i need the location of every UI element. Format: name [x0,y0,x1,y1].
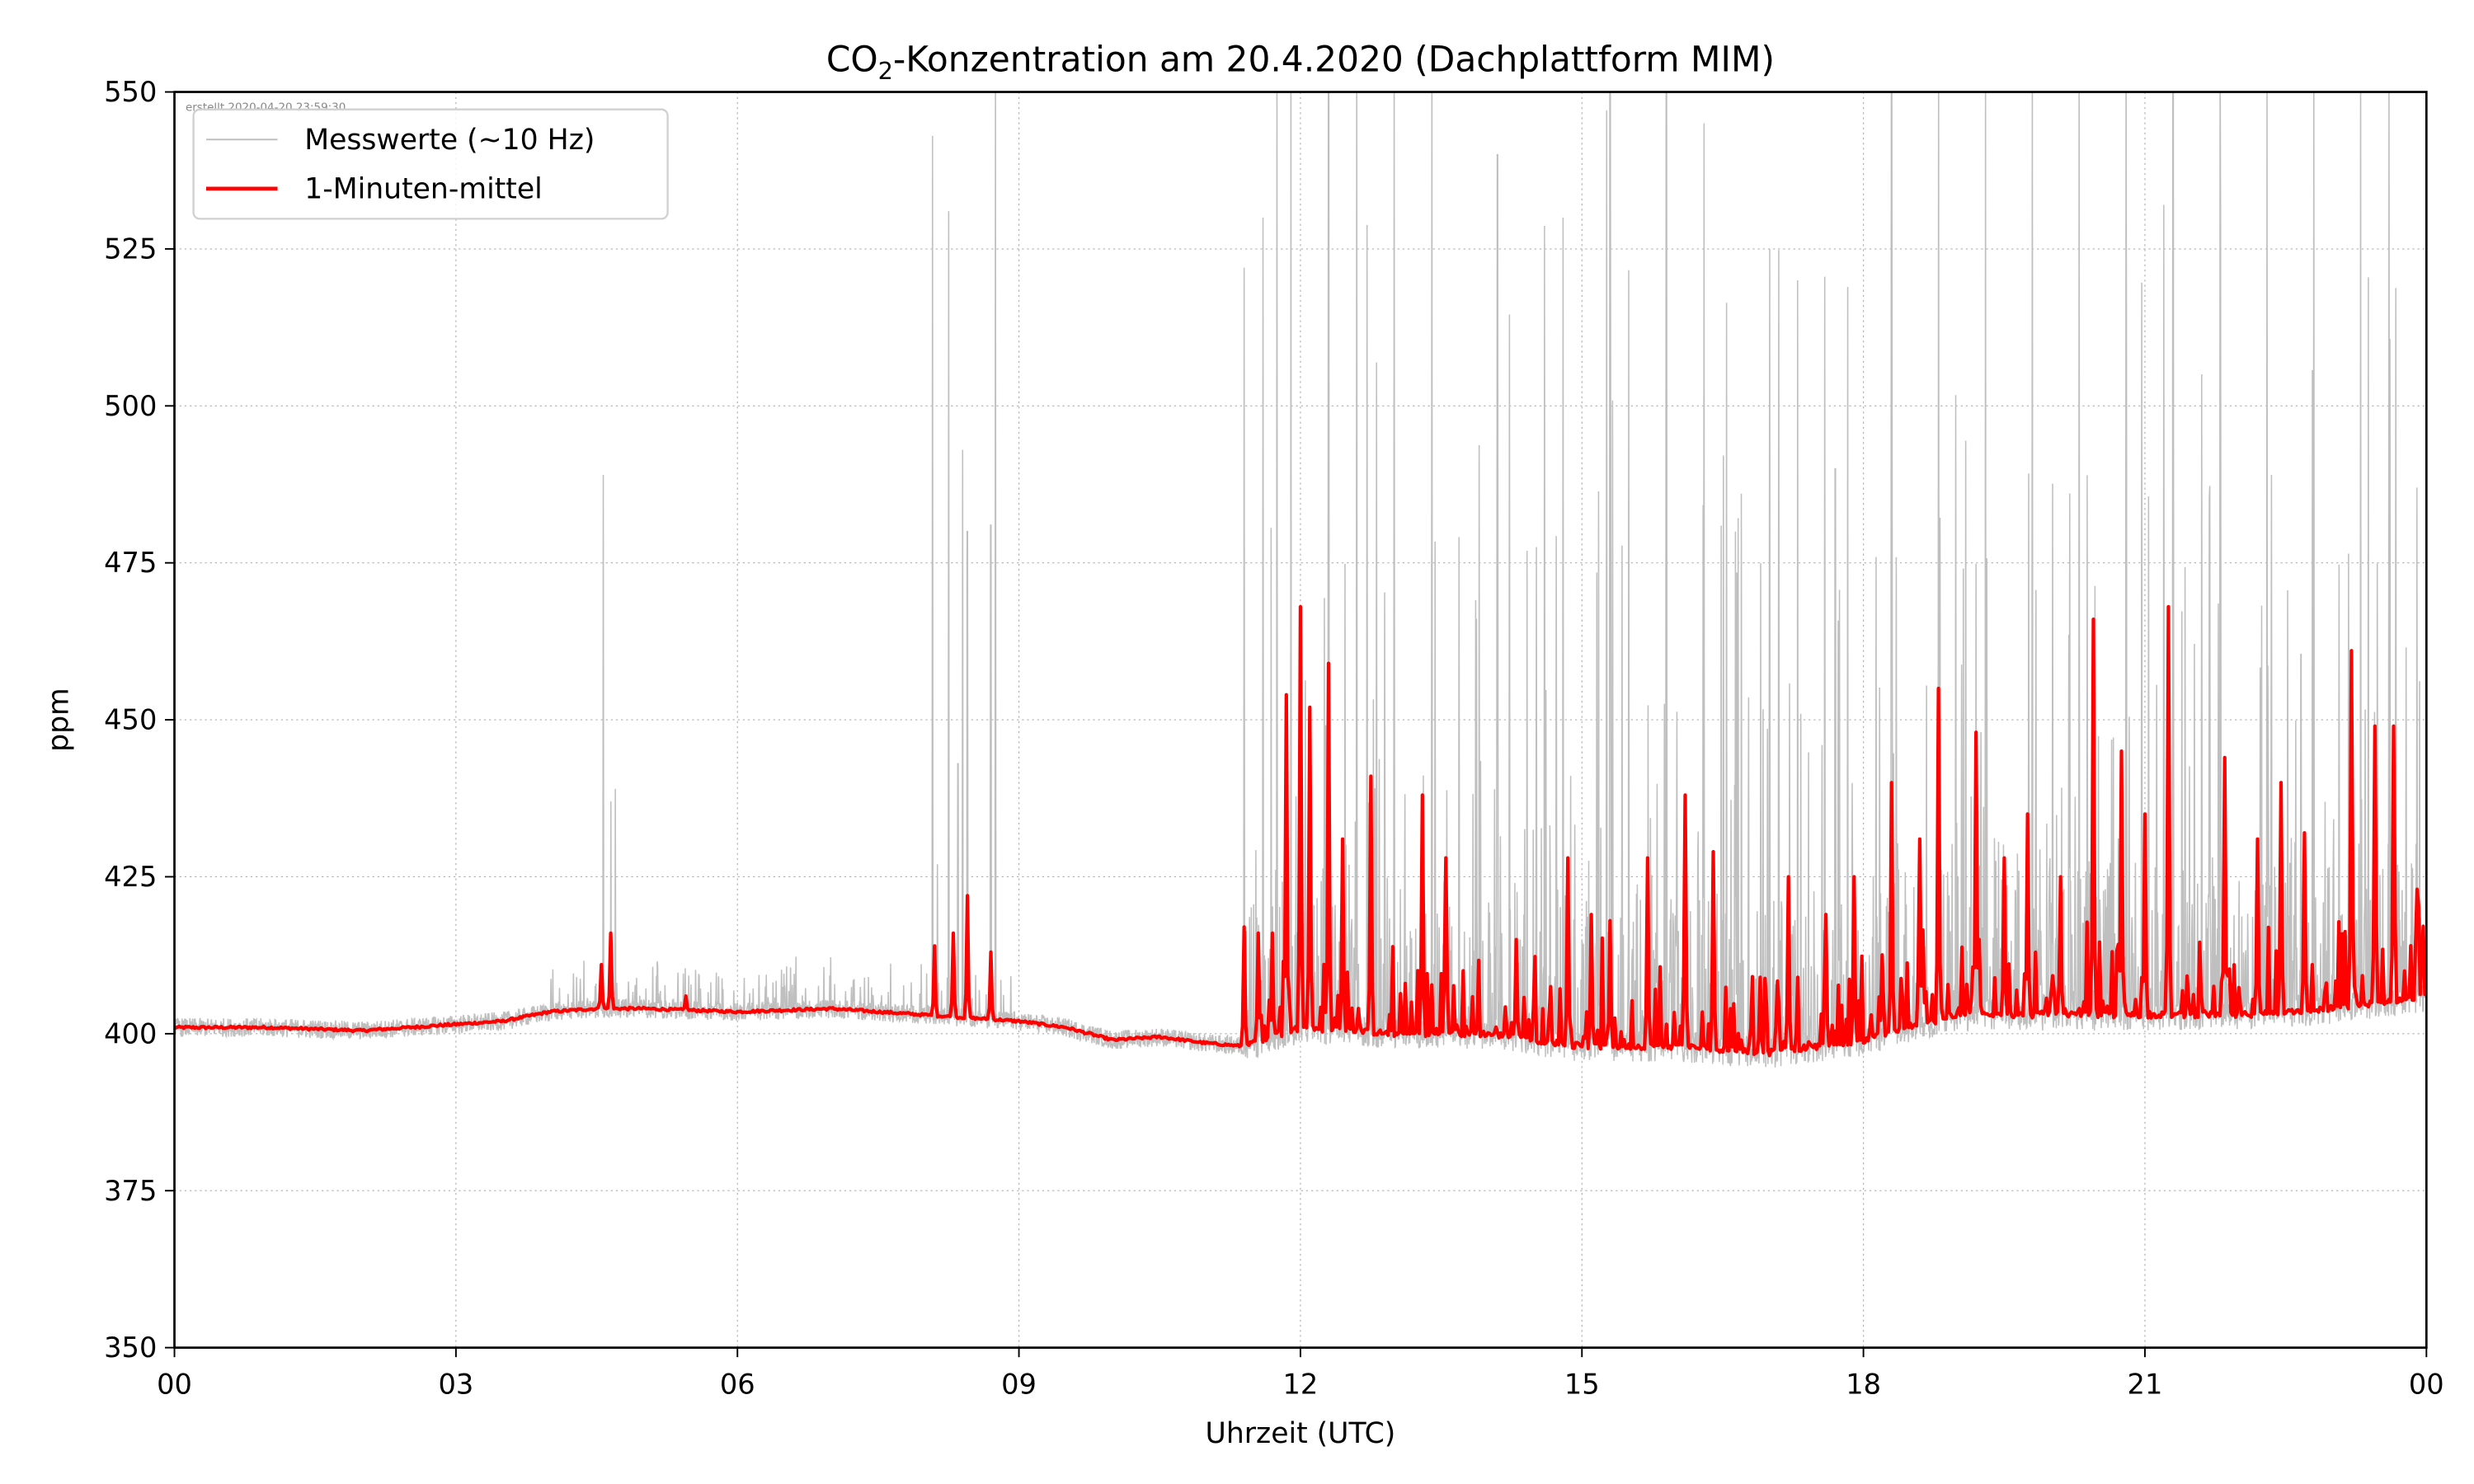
legend: Messwerte (~10 Hz) 1-Minuten-mittel [192,108,669,220]
legend-label-messwerte: Messwerte (~10 Hz) [304,124,595,157]
x-axis-label: Uhrzeit (UTC) [1206,1417,1396,1450]
y-tick-label: 475 [104,547,157,579]
x-tick-label: 00 [157,1368,192,1400]
x-tick-label: 06 [720,1368,755,1400]
y-tick-label: 550 [104,76,157,108]
y-tick-label: 400 [104,1017,157,1050]
x-tick-label: 09 [1001,1368,1037,1400]
chart-title: CO2-Konzentration am 20.4.2020 (Dachplat… [826,40,1775,86]
legend-box [192,108,669,220]
legend-label-mittel: 1-Minuten-mittel [304,172,543,205]
y-axis-label: ppm [43,688,76,752]
series-1-minuten-mittel [174,604,2427,1058]
x-tick-label: 12 [1283,1368,1319,1400]
title-subscript: 2 [878,57,893,85]
axis-ticks: 00 03 06 09 12 15 18 21 003503754004254504755005… [104,76,2444,1400]
y-tick-label: 500 [104,390,157,422]
y-tick-label: 425 [104,861,157,893]
y-tick-label: 525 [104,232,157,265]
x-tick-label: 15 [1564,1368,1600,1400]
y-tick-label: 350 [104,1331,157,1364]
x-tick-label: 00 [2409,1368,2444,1400]
x-tick-label: 21 [2128,1368,2163,1400]
y-tick-label: 450 [104,704,157,736]
x-tick-label: 03 [438,1368,473,1400]
y-tick-label: 375 [104,1175,157,1207]
x-tick-label: 18 [1846,1368,1881,1400]
